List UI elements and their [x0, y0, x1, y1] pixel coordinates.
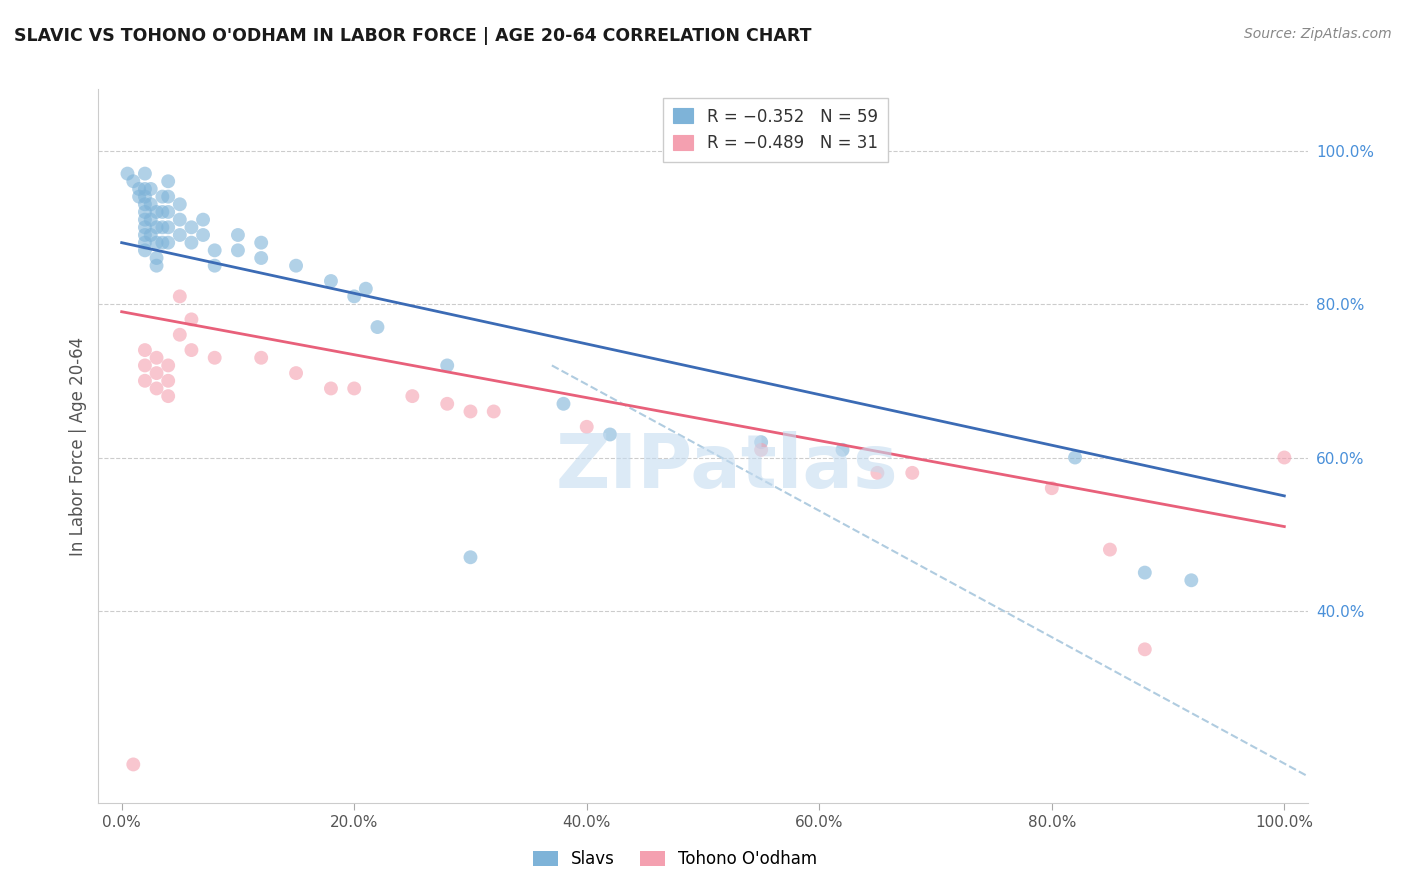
Point [139, 227, 162, 242]
Point [134, 220, 156, 235]
Point [134, 244, 156, 258]
Point [169, 327, 191, 342]
Point [1098, 542, 1121, 557]
Point [749, 435, 772, 450]
Point [169, 289, 191, 303]
Point [134, 343, 156, 357]
Point [157, 189, 180, 203]
Point [157, 174, 180, 188]
Point [145, 205, 167, 219]
Point [250, 251, 273, 265]
Point [145, 235, 167, 250]
Point [145, 381, 167, 395]
Point [250, 351, 273, 365]
Point [1064, 450, 1087, 465]
Point [128, 189, 150, 203]
Point [134, 374, 156, 388]
Point [169, 197, 191, 211]
Point [150, 235, 173, 250]
Point [157, 389, 180, 403]
Point [749, 442, 772, 457]
Point [134, 227, 156, 242]
Point [1272, 450, 1295, 465]
Point [128, 182, 150, 196]
Point [319, 274, 342, 288]
Y-axis label: In Labor Force | Age 20-64: In Labor Force | Age 20-64 [69, 336, 87, 556]
Point [134, 189, 156, 203]
Point [366, 320, 388, 334]
Point [145, 220, 167, 235]
Point [436, 397, 458, 411]
Point [285, 366, 308, 380]
Legend: R = −0.352   N = 59, R = −0.489   N = 31: R = −0.352 N = 59, R = −0.489 N = 31 [664, 97, 887, 161]
Point [204, 351, 226, 365]
Point [169, 212, 191, 227]
Point [122, 174, 145, 188]
Point [134, 205, 156, 219]
Point [191, 227, 214, 242]
Point [285, 259, 308, 273]
Point [157, 359, 180, 373]
Point [134, 212, 156, 227]
Point [343, 289, 366, 303]
Point [145, 366, 167, 380]
Point [157, 374, 180, 388]
Point [1180, 574, 1202, 588]
Point [122, 757, 145, 772]
Point [436, 359, 458, 373]
Text: SLAVIC VS TOHONO O'ODHAM IN LABOR FORCE | AGE 20-64 CORRELATION CHART: SLAVIC VS TOHONO O'ODHAM IN LABOR FORCE … [14, 27, 811, 45]
Point [169, 227, 191, 242]
Point [145, 351, 167, 365]
Point [134, 359, 156, 373]
Point [139, 197, 162, 211]
Point [180, 312, 202, 326]
Point [150, 205, 173, 219]
Point [139, 182, 162, 196]
Point [134, 167, 156, 181]
Point [117, 167, 139, 181]
Point [354, 282, 377, 296]
Point [134, 235, 156, 250]
Point [204, 244, 226, 258]
Point [460, 550, 482, 565]
Point [180, 220, 202, 235]
Legend: Slavs, Tohono O'odham: Slavs, Tohono O'odham [526, 844, 824, 875]
Point [831, 442, 853, 457]
Point [482, 404, 505, 418]
Point [134, 197, 156, 211]
Text: Source: ZipAtlas.com: Source: ZipAtlas.com [1244, 27, 1392, 41]
Point [1133, 642, 1156, 657]
Point [157, 220, 180, 235]
Point [134, 182, 156, 196]
Point [191, 212, 214, 227]
Point [901, 466, 924, 480]
Point [145, 259, 167, 273]
Point [575, 419, 598, 434]
Point [1133, 566, 1156, 580]
Point [204, 259, 226, 273]
Point [157, 205, 180, 219]
Point [157, 235, 180, 250]
Point [145, 251, 167, 265]
Point [180, 235, 202, 250]
Point [1040, 481, 1063, 495]
Point [553, 397, 575, 411]
Point [226, 244, 249, 258]
Point [343, 381, 366, 395]
Point [150, 220, 173, 235]
Point [460, 404, 482, 418]
Point [139, 212, 162, 227]
Point [150, 189, 173, 203]
Point [180, 343, 202, 357]
Point [401, 389, 423, 403]
Point [866, 466, 889, 480]
Point [226, 227, 249, 242]
Text: ZIPatlas: ZIPatlas [555, 431, 898, 504]
Point [599, 427, 621, 442]
Point [319, 381, 342, 395]
Point [250, 235, 273, 250]
